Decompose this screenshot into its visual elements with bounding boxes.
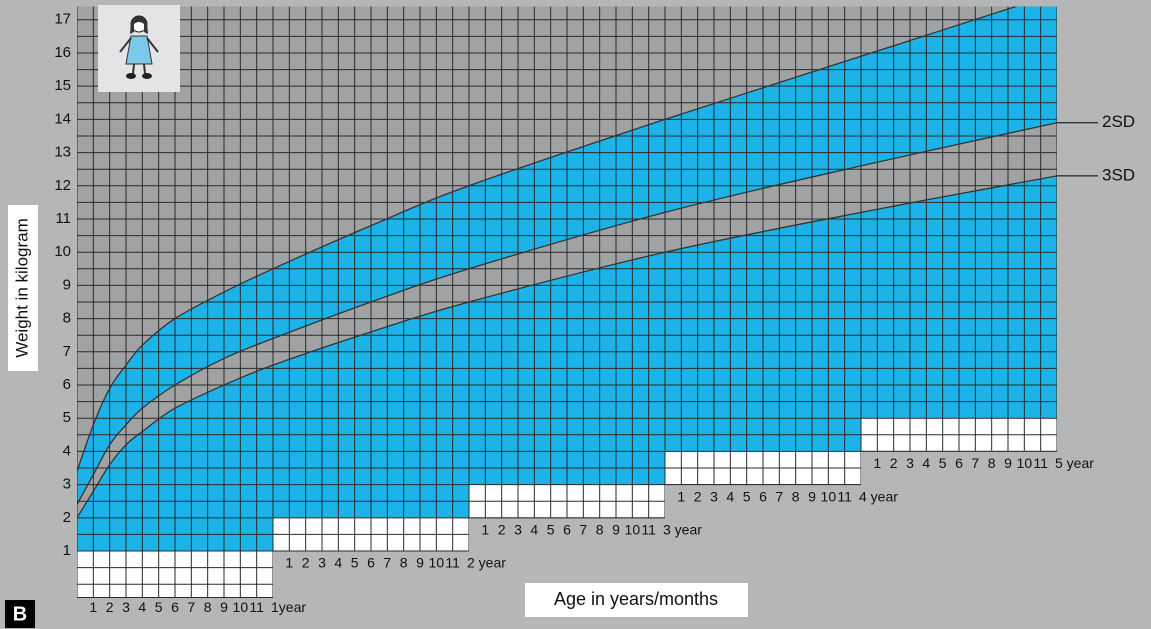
- x-tick-label: 9: [416, 555, 424, 571]
- y-tick-label: 4: [63, 442, 71, 459]
- x-tick-label: 9: [1004, 455, 1012, 471]
- x-axis-label: Age in years/months: [554, 589, 718, 609]
- x-tick-label: 4: [334, 555, 342, 571]
- x-tick-label: 10: [1017, 455, 1033, 471]
- y-tick-label: 5: [63, 409, 71, 426]
- x-tick-label: 7: [775, 488, 783, 504]
- y-tick-label: 3: [63, 476, 71, 493]
- x-tick-label: 8: [792, 488, 800, 504]
- x-tick-label: 5: [351, 555, 359, 571]
- x-tick-label: 7: [383, 555, 391, 571]
- x-tick-label: 3: [710, 488, 718, 504]
- x-tick-label: 6: [367, 555, 375, 571]
- y-tick-label: 7: [63, 343, 71, 360]
- x-tick-label: 11: [641, 522, 656, 538]
- year-label: 2 year: [467, 555, 506, 571]
- x-tick-label: 6: [171, 599, 179, 615]
- x-tick-label: 9: [808, 488, 816, 504]
- x-tick-label: 3: [906, 455, 914, 471]
- x-tick-label: 7: [579, 522, 587, 538]
- x-tick-label: 8: [596, 522, 604, 538]
- y-tick-label: 6: [63, 376, 71, 393]
- x-tick-label: 8: [400, 555, 408, 571]
- x-tick-label: 5: [547, 522, 555, 538]
- x-tick-label: 2: [106, 599, 114, 615]
- y-tick-label: 17: [54, 11, 71, 28]
- y-tick-label: 12: [54, 177, 71, 194]
- x-tick-label: 10: [821, 488, 837, 504]
- y-tick-label: 14: [54, 110, 71, 127]
- y-tick-label: 2: [63, 509, 71, 526]
- curve: [77, 6, 1018, 472]
- x-tick-label: 4: [138, 599, 146, 615]
- x-tick-label: 6: [563, 522, 571, 538]
- year-label: 3 year: [663, 522, 702, 538]
- x-tick-label: 3: [122, 599, 130, 615]
- x-tick-label: 3: [514, 522, 522, 538]
- x-tick-label: 11: [1033, 455, 1048, 471]
- x-tick-label: 11: [445, 555, 460, 571]
- x-tick-label: 1: [677, 488, 685, 504]
- y-tick-label: 10: [54, 243, 71, 260]
- y-tick-label: 16: [54, 44, 71, 61]
- y-tick-label: 1: [63, 542, 71, 559]
- x-tick-label: 6: [759, 488, 767, 504]
- plot: [77, 6, 1057, 598]
- x-tick-label: 9: [612, 522, 620, 538]
- x-tick-label: 2: [694, 488, 702, 504]
- y-tick-label: 13: [54, 144, 71, 161]
- x-tick-label: 8: [988, 455, 996, 471]
- x-tick-label: 1: [89, 599, 97, 615]
- series-label: 2SD: [1102, 112, 1135, 131]
- panel-label-box: [5, 600, 35, 628]
- year-label: 4 year: [859, 488, 898, 504]
- x-tick-label: 11: [249, 599, 264, 615]
- y-tick-label: 15: [54, 77, 71, 94]
- x-tick-label: 10: [233, 599, 249, 615]
- curves: [77, 6, 1057, 519]
- x-tick-label: 8: [204, 599, 212, 615]
- x-tick-label: 6: [955, 455, 963, 471]
- y-label-box: [8, 205, 38, 371]
- x-label-box: [525, 583, 748, 617]
- y-tick-label: 8: [63, 310, 71, 327]
- year-label: 5 year: [1055, 455, 1094, 471]
- x-tick-label: 11: [837, 488, 852, 504]
- x-tick-label: 7: [971, 455, 979, 471]
- y-tick-label: 11: [55, 210, 71, 227]
- curve: [77, 175, 1057, 519]
- x-tick-label: 4: [922, 455, 930, 471]
- x-tick-label: 5: [155, 599, 163, 615]
- x-tick-label: 5: [939, 455, 947, 471]
- x-tick-label: 2: [498, 522, 506, 538]
- series-label: 3SD: [1102, 165, 1135, 184]
- y-axis-label: Weight in kilogram: [12, 218, 31, 358]
- x-tick-label: 10: [625, 522, 641, 538]
- curve: [77, 122, 1057, 505]
- x-tick-label: 4: [726, 488, 734, 504]
- panel-label: B: [13, 603, 27, 625]
- x-tick-label: 3: [318, 555, 326, 571]
- x-tick-label: 1: [481, 522, 489, 538]
- x-tick-label: 1: [873, 455, 881, 471]
- x-tick-label: 5: [743, 488, 751, 504]
- x-tick-label: 9: [220, 599, 228, 615]
- x-tick-label: 1: [285, 555, 293, 571]
- year-label: 1year: [271, 599, 306, 615]
- x-tick-label: 7: [187, 599, 195, 615]
- x-tick-label: 2: [890, 455, 898, 471]
- y-tick-label: 9: [63, 276, 71, 293]
- icon: [98, 5, 180, 92]
- x-tick-label: 2: [302, 555, 310, 571]
- x-tick-label: 4: [530, 522, 538, 538]
- x-tick-label: 10: [429, 555, 445, 571]
